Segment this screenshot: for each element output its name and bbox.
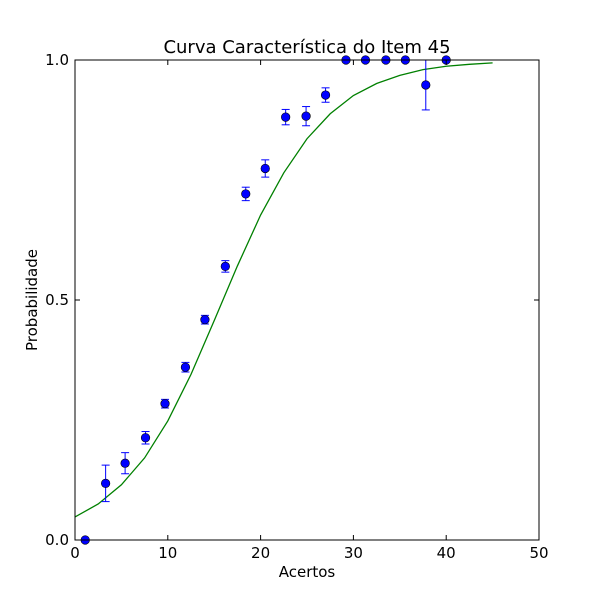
- chart-title: Curva Característica do Item 45: [163, 37, 450, 58]
- data-point-8: [241, 189, 251, 199]
- x-tick-label-0: 0: [70, 544, 80, 562]
- fitted-curve: [75, 62, 493, 518]
- x-tick-label-2: 20: [251, 544, 270, 562]
- data-point-4: [160, 399, 170, 409]
- x-tick-label-1: 10: [158, 544, 177, 562]
- data-point-2: [120, 458, 130, 468]
- data-point-11: [301, 111, 311, 121]
- y-tick-label-0: 0.0: [45, 531, 69, 549]
- data-point-9: [260, 163, 270, 174]
- y-tick-label-2: 1.0: [45, 51, 69, 69]
- y-tick-label-1: 0.5: [45, 291, 69, 309]
- data-point-10: [281, 112, 291, 122]
- plot-area: [75, 55, 493, 545]
- x-tick-label-5: 50: [529, 544, 548, 562]
- y-axis-label: Probabilidade: [23, 249, 41, 351]
- data-point-5: [180, 362, 191, 372]
- data-point-7: [220, 261, 230, 272]
- data-point-1: [101, 478, 111, 488]
- x-tick-label-3: 30: [344, 544, 363, 562]
- axis-ticks: 0 10 20 30 40 50 0.0 0.5 1.0: [45, 51, 548, 562]
- x-tick-label-4: 40: [437, 544, 456, 562]
- data-point-12: [320, 90, 331, 100]
- data-point-17: [421, 80, 431, 90]
- data-point-3: [140, 433, 151, 443]
- x-axis-label: Acertos: [279, 563, 336, 581]
- data-point-6: [200, 315, 210, 325]
